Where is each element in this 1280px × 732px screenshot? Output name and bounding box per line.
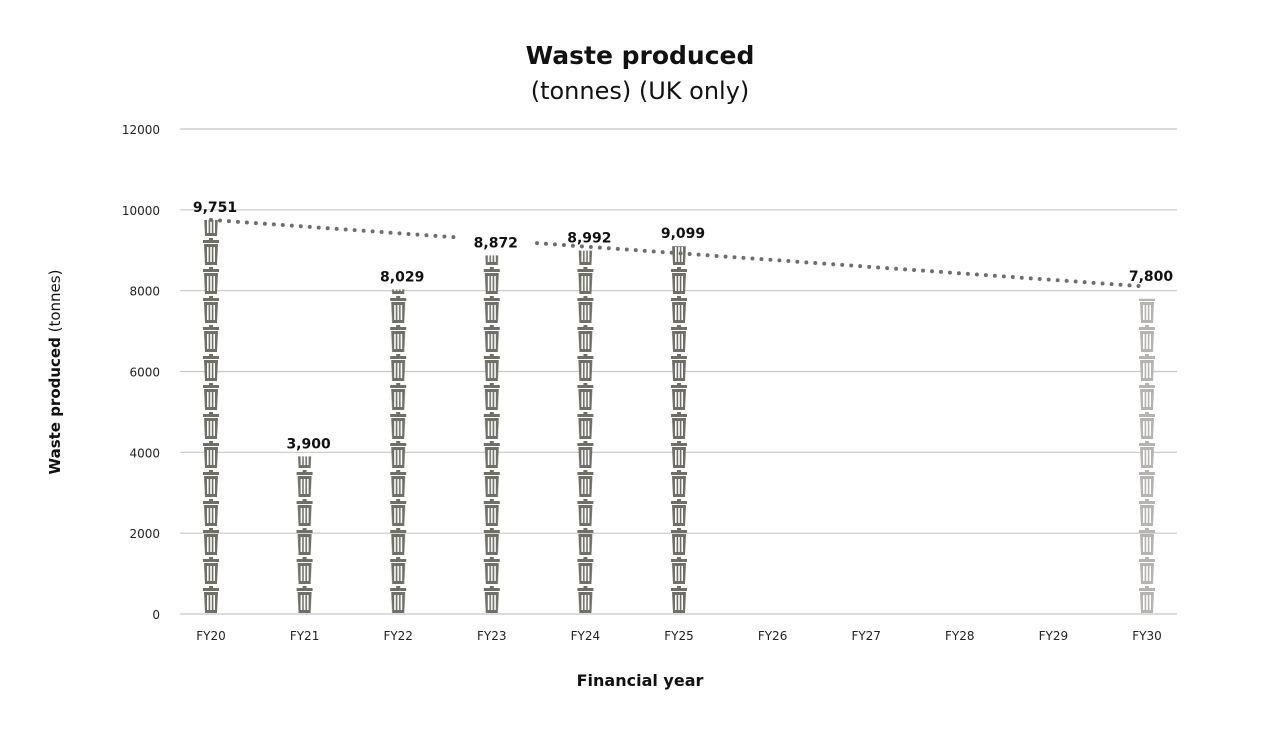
y-tick-label: 10000 — [122, 204, 160, 218]
chart-title: Waste produced — [526, 41, 755, 70]
bar — [295, 456, 314, 614]
x-tick-label: FY22 — [383, 629, 413, 643]
bar — [389, 289, 408, 614]
data-label: 7,800 — [1129, 269, 1174, 285]
x-tick-label: FY30 — [1132, 629, 1162, 643]
x-tick-label: FY21 — [290, 629, 320, 643]
bar — [202, 219, 220, 614]
x-axis-label: Financial year — [577, 671, 704, 690]
x-tick-label: FY28 — [945, 629, 975, 643]
data-label: 8,029 — [380, 269, 424, 285]
x-tick-label: FY27 — [851, 629, 881, 643]
x-tick-label: FY23 — [477, 629, 507, 643]
y-tick-label: 6000 — [129, 366, 160, 380]
y-tick-label: 8000 — [129, 285, 160, 299]
y-tick-label: 12000 — [122, 123, 160, 137]
trendline — [535, 241, 1149, 289]
x-tick-label: FY25 — [664, 629, 694, 643]
bar — [482, 255, 501, 614]
trendline — [209, 217, 457, 240]
chart-subtitle: (tonnes) (UK only) — [531, 77, 750, 105]
data-label: 8,872 — [474, 235, 518, 251]
x-tick-label: FY29 — [1039, 629, 1069, 643]
data-label: 9,751 — [193, 200, 237, 216]
data-label: 3,900 — [286, 436, 331, 452]
x-tick-label: FY24 — [571, 629, 601, 643]
y-axis-label-bold: Waste produced — [46, 337, 64, 474]
y-tick-label: 0 — [152, 608, 160, 622]
y-axis-label-unit: (tonnes) — [46, 270, 64, 338]
target-bar — [1138, 298, 1156, 614]
x-tick-label: FY20 — [196, 629, 226, 643]
y-axis-label: Waste produced (tonnes) — [46, 270, 64, 475]
x-tick-label: FY26 — [758, 629, 788, 643]
data-label: 8,992 — [567, 231, 611, 247]
y-tick-label: 2000 — [129, 527, 160, 541]
data-label: 9,099 — [661, 226, 705, 242]
bar — [576, 250, 595, 614]
y-tick-label: 4000 — [129, 446, 160, 460]
bar — [670, 246, 688, 614]
